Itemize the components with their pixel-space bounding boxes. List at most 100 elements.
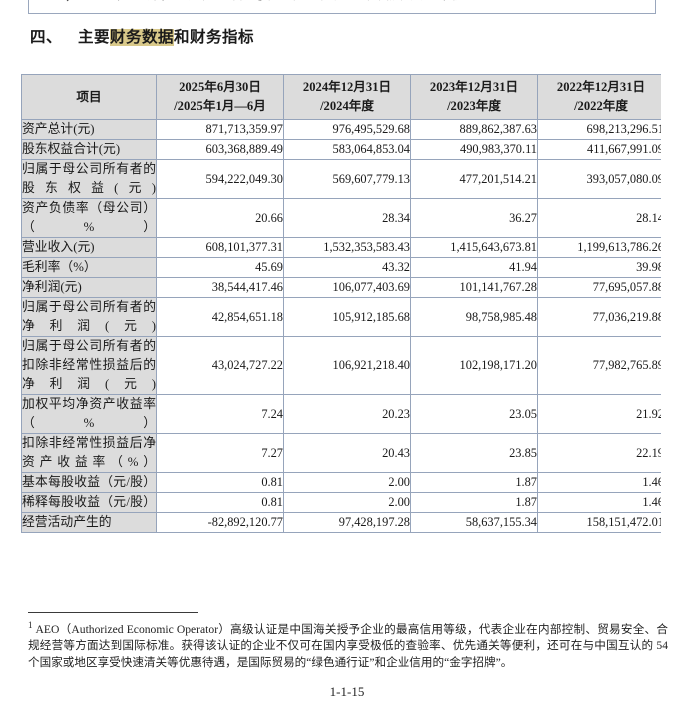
footnote-marker: 1 [28, 620, 33, 630]
table-cell: -82,892,120.77 [156, 512, 284, 533]
financial-table-container: 项目 2025年6月30日 /2025年1月—6月 2024年12月31日 /2… [21, 74, 661, 598]
table-cell: 21.92 [537, 394, 661, 434]
section-title-after: 和财务指标 [174, 29, 255, 46]
table-row: 加权平均净资产收益率（%） 7.24 20.23 23.05 21.92 [21, 394, 661, 434]
table-row: 稀释每股收益（元/股） 0.81 2.00 1.87 1.46 [21, 492, 661, 513]
column-header-item: 项目 [21, 74, 157, 120]
table-cell: 976,495,529.68 [283, 119, 411, 140]
row-label: 营业收入(元) [21, 237, 157, 258]
table-row: 资产总计(元) 871,713,359.97 976,495,529.68 889,8… [21, 119, 661, 140]
table-cell: 106,921,218.40 [283, 336, 411, 395]
table-row: 资产负债率（母公司）（%） 20.66 28.34 36.27 28.14 [21, 198, 661, 238]
table-cell: 45.69 [156, 257, 284, 278]
column-header-period-1-line2: /2025年1月—6月 [174, 99, 266, 113]
table-cell: 43,024,727.22 [156, 336, 284, 395]
row-label: 基本每股收益（元/股） [21, 472, 157, 493]
section-title-before: 主要 [78, 29, 111, 46]
table-row: 归属于母公司所有者的净利润(元) 42,854,651.18 105,912,185… [21, 297, 661, 337]
table-cell: 106,077,403.69 [283, 277, 411, 298]
table-row: 毛利率（%） 45.69 43.32 41.94 39.98 [21, 257, 661, 278]
financial-data-table: 项目 2025年6月30日 /2025年1月—6月 2024年12月31日 /2… [21, 74, 661, 533]
table-cell: 1,415,643,673.81 [410, 237, 538, 258]
table-cell: 411,667,991.09 [537, 139, 661, 160]
column-header-period-2: 2024年12月31日 /2024年度 [283, 74, 411, 120]
table-cell: 28.14 [537, 198, 661, 238]
table-body: 资产总计(元) 871,713,359.97 976,495,529.68 889,8… [21, 119, 661, 533]
table-cell: 102,198,171.20 [410, 336, 538, 395]
table-cell: 0.81 [156, 472, 284, 493]
table-cell: 28.34 [283, 198, 411, 238]
table-cell: 1.46 [537, 492, 661, 513]
table-row: 基本每股收益（元/股） 0.81 2.00 1.87 1.46 [21, 472, 661, 493]
table-cell: 1,532,353,583.43 [283, 237, 411, 258]
table-cell: 490,983,370.11 [410, 139, 538, 160]
row-label: 资产总计(元) [21, 119, 157, 140]
table-row: 营业收入(元) 608,101,377.31 1,532,353,583.43 1,4… [21, 237, 661, 258]
table-cell: 20.23 [283, 394, 411, 434]
table-cell: 871,713,359.97 [156, 119, 284, 140]
table-cell: 569,607,779.13 [283, 159, 411, 199]
table-cell: 97,428,197.28 [283, 512, 411, 533]
column-header-period-4-line2: /2022年度 [574, 99, 628, 113]
table-cell: 20.43 [283, 433, 411, 473]
table-cell: 41.94 [410, 257, 538, 278]
table-cell: 698,213,296.51 [537, 119, 661, 140]
column-header-period-3-line1: 2023年12月31日 [429, 80, 519, 94]
row-label: 归属于母公司所有者的扣除非经常性损益后的净利润(元) [21, 336, 157, 395]
table-cell: 608,101,377.31 [156, 237, 284, 258]
table-cell: 105,912,185.68 [283, 297, 411, 337]
table-cell: 39.98 [537, 257, 661, 278]
row-label: 股东权益合计(元) [21, 139, 157, 160]
table-cell: 477,201,514.21 [410, 159, 538, 199]
table-cell: 42,854,651.18 [156, 297, 284, 337]
table-cell: 158,151,472.01 [537, 512, 661, 533]
column-header-period-2-line2: /2024年度 [320, 99, 374, 113]
row-label: 净利润(元) [21, 277, 157, 298]
column-header-period-1-line1: 2025年6月30日 [179, 80, 261, 94]
table-cell: 98,758,985.48 [410, 297, 538, 337]
table-cell: 23.05 [410, 394, 538, 434]
top-paragraph-text: 业 ；2023 年 12 月，入选广东省“跨境电商赋能产业带发展”实践案例。 [37, 0, 479, 3]
table-cell: 889,862,387.63 [410, 119, 538, 140]
table-row: 归属于母公司所有者的扣除非经常性损益后的净利润(元) 43,024,727.22 1… [21, 336, 661, 395]
row-label: 资产负债率（母公司）（%） [21, 198, 157, 238]
table-cell: 1.46 [537, 472, 661, 493]
table-cell: 77,982,765.89 [537, 336, 661, 395]
table-cell: 58,637,155.34 [410, 512, 538, 533]
table-cell: 101,141,767.28 [410, 277, 538, 298]
table-row: 经营活动产生的 -82,892,120.77 97,428,197.28 58,637… [21, 512, 661, 533]
column-header-period-3-line2: /2023年度 [447, 99, 501, 113]
table-cell: 38,544,417.46 [156, 277, 284, 298]
table-cell: 77,695,057.88 [537, 277, 661, 298]
table-cell: 23.85 [410, 433, 538, 473]
table-cell: 7.24 [156, 394, 284, 434]
table-cell: 583,064,853.04 [283, 139, 411, 160]
table-cell: 393,057,080.09 [537, 159, 661, 199]
top-paragraph-box: 业 ；2023 年 12 月，入选广东省“跨境电商赋能产业带发展”实践案例。 [28, 0, 656, 14]
row-label: 稀释每股收益（元/股） [21, 492, 157, 513]
table-cell: 2.00 [283, 492, 411, 513]
table-cell: 20.66 [156, 198, 284, 238]
table-header-row: 项目 2025年6月30日 /2025年1月—6月 2024年12月31日 /2… [21, 74, 661, 120]
column-header-period-4-line1: 2022年12月31日 [556, 80, 646, 94]
table-row: 股东权益合计(元) 603,368,889.49 583,064,853.04 490… [21, 139, 661, 160]
footnote-text: AEO（Authorized Economic Operator）高级认证是中国… [28, 622, 668, 669]
column-header-period-2-line1: 2024年12月31日 [302, 80, 392, 94]
page-number: 1-1-15 [329, 684, 365, 699]
table-cell: 594,222,049.30 [156, 159, 284, 199]
footnote-separator-rule [28, 612, 198, 613]
table-cell: 1,199,613,786.26 [537, 237, 661, 258]
row-label: 加权平均净资产收益率（%） [21, 394, 157, 434]
row-label: 经营活动产生的 [21, 512, 157, 533]
footnote: 1 AEO（Authorized Economic Operator）高级认证是中… [28, 612, 668, 671]
table-cell: 22.19 [537, 433, 661, 473]
table-row: 归属于母公司所有者的股东权益(元) 594,222,049.30 569,607,7… [21, 159, 661, 199]
table-header: 项目 2025年6月30日 /2025年1月—6月 2024年12月31日 /2… [21, 74, 661, 120]
section-title-highlighted: 财务数据 [110, 29, 175, 46]
table-cell: 43.32 [283, 257, 411, 278]
column-header-item-line1: 项目 [76, 89, 102, 104]
column-header-period-4: 2022年12月31日 /2022年度 [537, 74, 661, 120]
table-row: 扣除非经常性损益后净资产收益率（%） 7.27 20.43 23.85 22.19 [21, 433, 661, 473]
table-cell: 603,368,889.49 [156, 139, 284, 160]
table-cell: 36.27 [410, 198, 538, 238]
